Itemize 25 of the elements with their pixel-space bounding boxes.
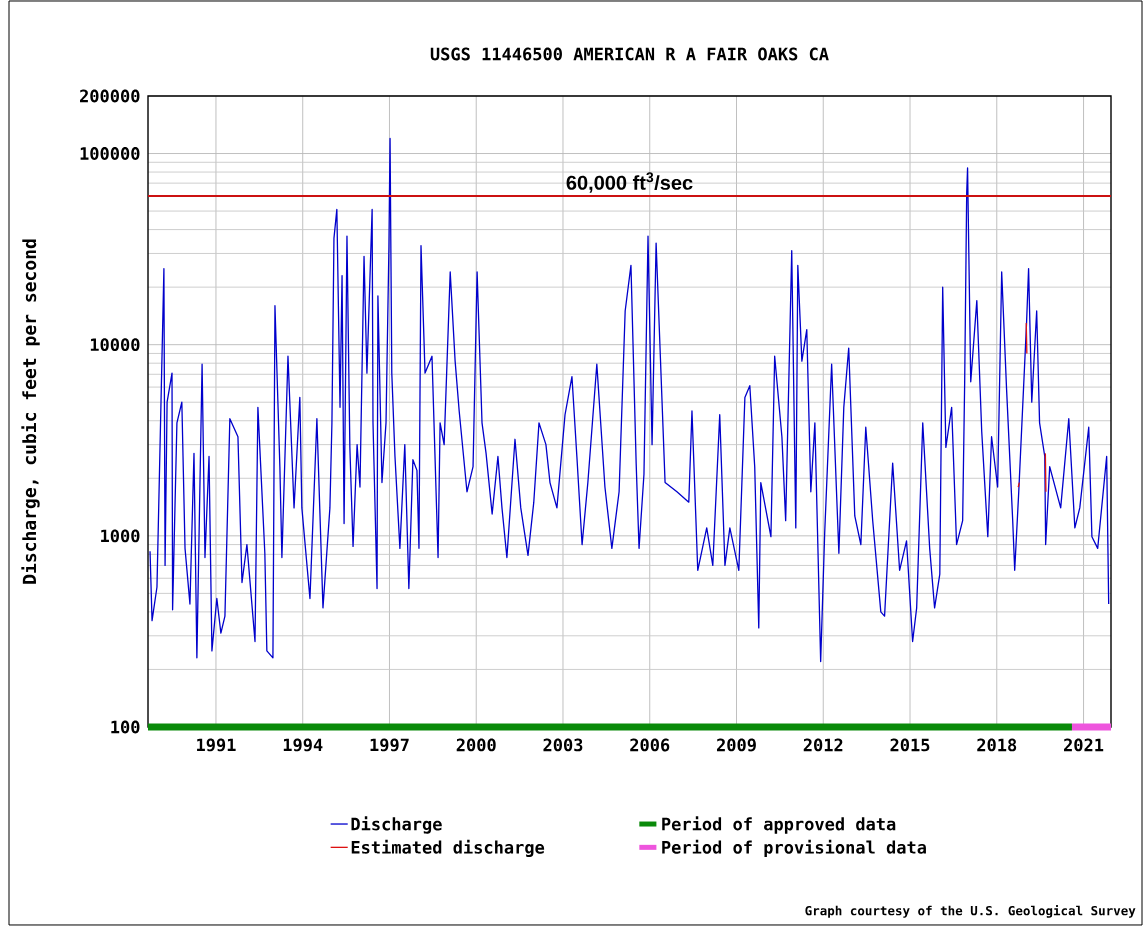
legend-label: Discharge	[351, 816, 442, 834]
x-tick-label: 1997	[370, 738, 409, 752]
chart-title: USGS 11446500 AMERICAN R A FAIR OAKS CA	[430, 47, 829, 61]
text: Graph courtesy of the U.S. Geological Survey	[805, 905, 1136, 918]
legend-label: Period of approved data	[662, 816, 896, 834]
legend-label: Period of provisional data	[662, 839, 926, 858]
y-tick-label: 100	[111, 720, 140, 734]
x-tick-label: 1991	[197, 738, 236, 752]
x-tick-label: 2021	[1064, 738, 1104, 752]
x-tick-label: 2012	[803, 738, 843, 752]
y-tick-label: 1000	[101, 529, 140, 543]
legend-label: Estimated discharge	[351, 839, 545, 858]
ref-line-label: 60,000 ft$^{3}$/sec	[566, 172, 693, 193]
x-tick-label: 2000	[456, 738, 496, 752]
x-tick-label: 2006	[630, 738, 670, 752]
x-tick-label: 2015	[890, 738, 930, 752]
x-tick-label: 2018	[977, 738, 1017, 752]
y-tick-label: 10000	[90, 338, 140, 352]
line-series	[149, 137, 1110, 663]
x-tick-label: 2009	[716, 738, 756, 752]
x-tick-label: 2003	[543, 738, 583, 752]
x-tick-label: 1994	[283, 738, 323, 752]
y-axis-title: Discharge, cubic feet per second	[21, 239, 40, 584]
y-tick-label: 200000	[80, 89, 140, 103]
y-tick-label: 100000	[80, 147, 140, 160]
